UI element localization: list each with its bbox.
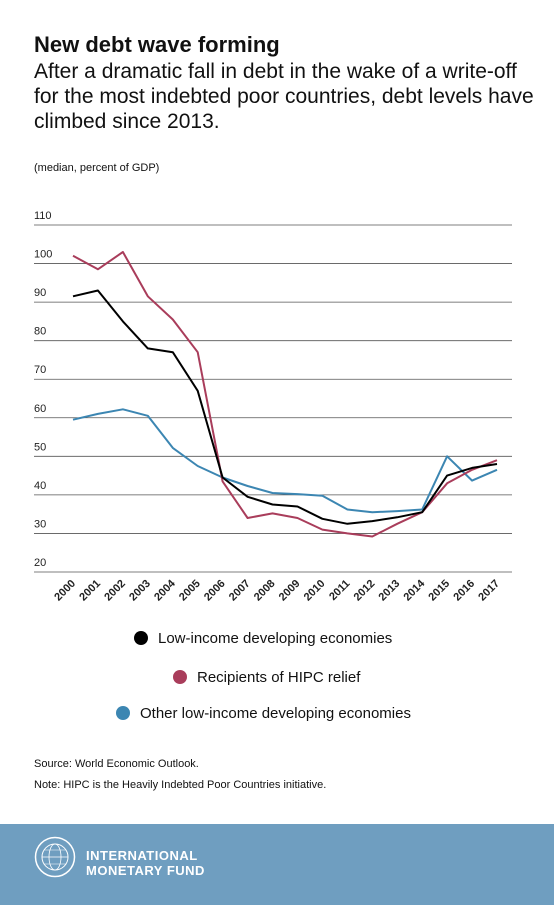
footer-banner: INTERNATIONAL MONETARY FUND bbox=[0, 824, 554, 905]
x-tick-label-2009: 2009 bbox=[277, 578, 303, 604]
x-tick-label-2008: 2008 bbox=[252, 578, 278, 604]
x-tick-label-2013: 2013 bbox=[377, 578, 403, 604]
x-tick-label-2014: 2014 bbox=[401, 577, 427, 603]
y-tick-label-20: 20 bbox=[34, 557, 46, 569]
y-tick-label-110: 110 bbox=[34, 210, 52, 222]
x-tick-label-2016: 2016 bbox=[451, 578, 477, 604]
x-tick-label-2003: 2003 bbox=[127, 578, 153, 604]
x-tick-label-2011: 2011 bbox=[327, 578, 352, 603]
x-tick-label-2017: 2017 bbox=[476, 578, 502, 604]
series-line-0 bbox=[72, 289, 498, 525]
x-tick-label-2005: 2005 bbox=[177, 578, 203, 604]
y-tick-label-100: 100 bbox=[34, 249, 52, 261]
legend-label-other: Other low-income developing economies bbox=[140, 705, 411, 722]
x-tick-label-2000: 2000 bbox=[52, 578, 78, 604]
legend-label-hipc: Recipients of HIPC relief bbox=[197, 669, 361, 686]
x-tick-label-2012: 2012 bbox=[352, 578, 378, 604]
x-tick-label-2004: 2004 bbox=[152, 577, 178, 603]
legend-marker-hipc bbox=[173, 670, 187, 684]
units-label: (median, percent of GDP) bbox=[34, 162, 160, 174]
imf-wordmark: INTERNATIONAL MONETARY FUND bbox=[86, 848, 205, 878]
y-tick-label-70: 70 bbox=[34, 364, 46, 376]
y-tick-label-60: 60 bbox=[34, 403, 46, 415]
imf-wordmark-line2: MONETARY FUND bbox=[86, 863, 205, 878]
x-tick-label-2015: 2015 bbox=[426, 578, 452, 604]
legend-label-low-income: Low-income developing economies bbox=[158, 630, 393, 647]
x-tick-label-2007: 2007 bbox=[227, 578, 253, 604]
x-tick-label-2001: 2001 bbox=[77, 578, 103, 604]
chart-subtitle: After a dramatic fall in debt in the wak… bbox=[34, 60, 534, 133]
series-line-2 bbox=[72, 408, 498, 514]
y-tick-label-40: 40 bbox=[34, 480, 46, 492]
legend-item-low-income: Low-income developing economies bbox=[134, 628, 392, 650]
chart-title: New debt wave forming bbox=[34, 32, 280, 57]
source-note: Source: World Economic Outlook. bbox=[34, 758, 199, 770]
imf-wordmark-line1: INTERNATIONAL bbox=[86, 848, 198, 863]
hipc-note: Note: HIPC is the Heavily Indebted Poor … bbox=[34, 779, 327, 791]
x-tick-label-2002: 2002 bbox=[102, 578, 128, 604]
legend-marker-other bbox=[116, 706, 130, 720]
x-tick-label-2006: 2006 bbox=[202, 578, 228, 604]
x-tick-label-2010: 2010 bbox=[302, 578, 328, 604]
y-tick-label-90: 90 bbox=[34, 287, 46, 299]
imf-seal-icon bbox=[34, 836, 76, 878]
legend-item-other: Other low-income developing economies bbox=[116, 703, 411, 725]
y-tick-label-50: 50 bbox=[34, 441, 46, 453]
legend-item-hipc: Recipients of HIPC relief bbox=[173, 667, 360, 689]
y-tick-label-80: 80 bbox=[34, 326, 46, 338]
y-tick-label-30: 30 bbox=[34, 518, 46, 530]
legend-marker-low-income bbox=[134, 631, 148, 645]
